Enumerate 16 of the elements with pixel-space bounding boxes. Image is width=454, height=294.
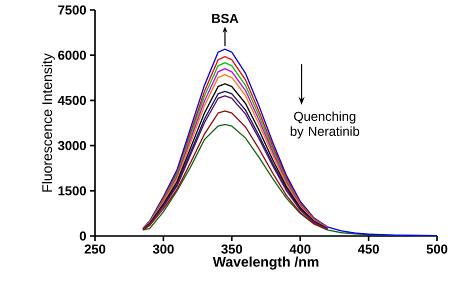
y-axis-title: Fluorescence Intensity [42,53,55,192]
y-tick-label: 3000 [58,141,86,150]
y-tick-label: 4500 [58,96,86,105]
annotation: BSA [212,14,238,24]
y-tick-label: 0 [80,231,86,241]
annotation: Quenching by Neratinib [290,111,360,138]
x-tick-label: 400 [290,244,310,254]
x-tick-label: 300 [152,244,174,254]
y-tick-label: 6000 [58,50,86,60]
y-tick-label: 1500 [58,186,86,196]
x-tick-label: 350 [221,244,242,254]
x-tick-label: 450 [358,244,379,254]
x-tick-label: 500 [426,244,448,254]
y-tick-label: 7500 [58,5,86,15]
x-axis-title: Wavelength /nm [212,256,318,270]
x-tick-label: 250 [84,244,106,254]
